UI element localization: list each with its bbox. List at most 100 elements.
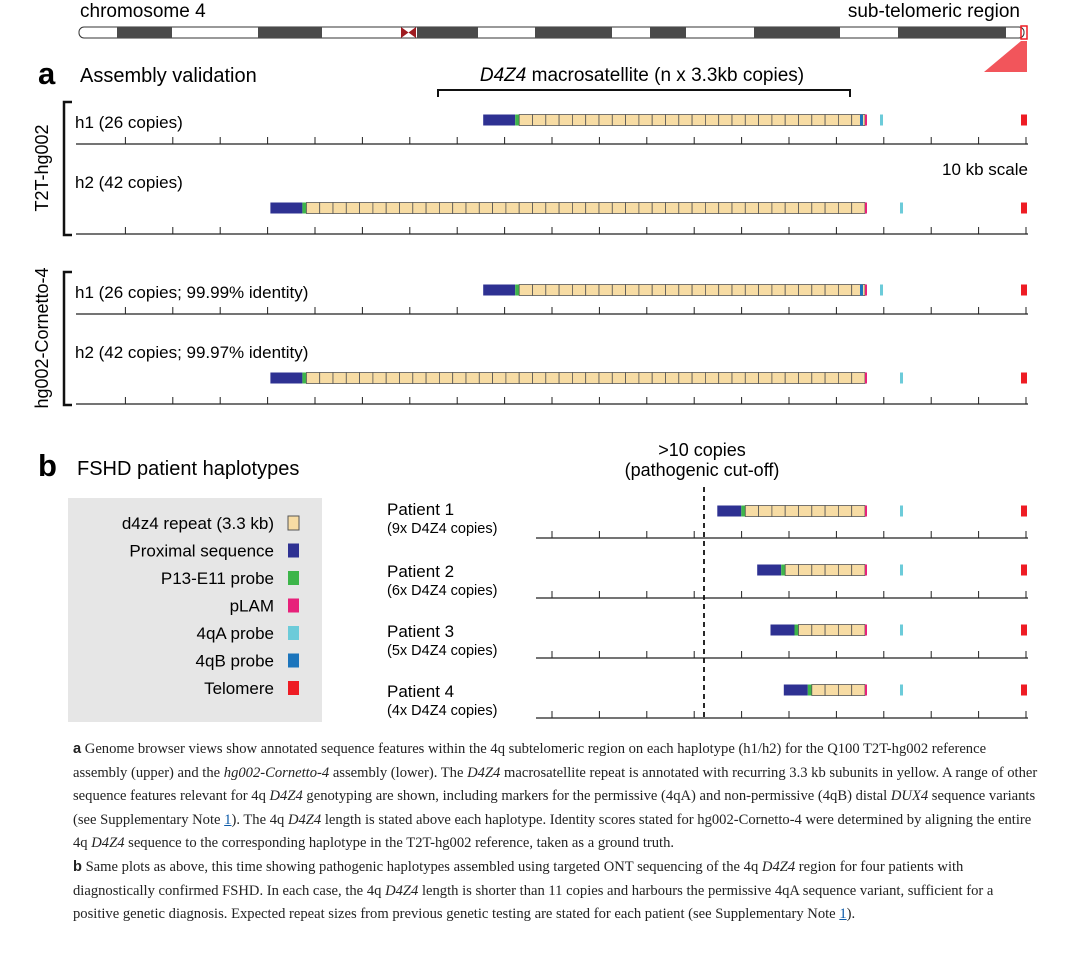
t2t-h1-d4z4-unit (585, 114, 600, 126)
legend-label-repeat: d4z4 repeat (3.3 kb) (122, 514, 274, 533)
t2t-h2-d4z4-unit (452, 202, 467, 214)
cornetto-h2-d4z4-unit (611, 372, 626, 384)
t2t-h1-d4z4-unit (545, 114, 560, 126)
cornetto-h1-d4z4-unit (798, 284, 813, 296)
cornetto-h2-d4z4-unit (691, 372, 706, 384)
cornetto-h2-d4z4-unit (798, 372, 813, 384)
t2t-h1-d4z4-unit (665, 114, 680, 126)
legend-label-proximal: Proximal sequence (129, 542, 274, 561)
cornetto-h1-proximal (483, 284, 516, 296)
t2t-h2-d4z4-unit (838, 202, 853, 214)
caption-b: b Same plots as above, this time showing… (73, 858, 994, 923)
t2t-h1-d4z4-unit (611, 114, 626, 126)
panel-a-letter: a (38, 56, 56, 91)
patient-2-d4z4-unit (851, 564, 866, 576)
patient-1-d4z4-unit (798, 505, 813, 517)
track-label-t2t-h1: h1 (26 copies) (75, 113, 183, 132)
patient-3-d4z4-unit (811, 624, 826, 636)
centromere (401, 27, 416, 38)
supplementary-note-link[interactable]: 1 (224, 811, 232, 828)
cornetto-h1-d4z4-unit (824, 284, 839, 296)
t2t-h2-d4z4-unit (532, 202, 547, 214)
cornetto-h2-d4z4-unit (438, 372, 454, 384)
patient-4-telomere (1021, 684, 1027, 696)
patient-4-p13-probe (807, 684, 812, 696)
legend-label-plam: pLAM (230, 597, 274, 616)
cornetto-h1-d4z4-unit (665, 284, 680, 296)
patient-4-note: (4x D4Z4 copies) (387, 703, 497, 719)
cornetto-h1-d4z4-unit (731, 284, 746, 296)
chromosome-band (535, 27, 612, 38)
legend-box (68, 498, 322, 722)
cornetto-h1-plam (865, 284, 867, 296)
cornetto-h1-p13-probe (515, 284, 520, 296)
patient-2-plam (865, 564, 867, 576)
patient-3-name: Patient 3 (387, 622, 454, 641)
t2t-h1-d4z4-unit (691, 114, 706, 126)
t2t-h2-d4z4-unit (744, 202, 759, 214)
t2t-h1-p13-probe (515, 114, 520, 126)
patient-2-telomere (1021, 564, 1027, 576)
t2t-h2-d4z4-unit (691, 202, 706, 214)
patient-1-d4z4-unit (851, 505, 866, 517)
cornetto-h2-d4z4-unit (385, 372, 400, 384)
cornetto-h2-d4z4-unit (545, 372, 560, 384)
cornetto-h2-d4z4-unit (478, 372, 493, 384)
cornetto-h2-d4z4-unit (505, 372, 520, 384)
patient-1-p13-probe (741, 505, 746, 517)
patient-1-d4z4-unit (744, 505, 759, 517)
cornetto-h1-telomere (1021, 284, 1027, 296)
patient-1-d4z4-unit (824, 505, 839, 517)
patient-2-d4z4-unit (824, 564, 839, 576)
t2t-h1-d4z4-unit (731, 114, 746, 126)
patient-3-d4z4-unit (851, 624, 866, 636)
cornetto-h2-d4z4-unit (824, 372, 839, 384)
t2t-h2-d4z4-unit (399, 202, 414, 214)
t2t-h1-d4z4-unit (651, 114, 666, 126)
cornetto-h2-4qa-probe (900, 372, 903, 384)
t2t-h2-d4z4-unit (705, 202, 720, 214)
panel-b-title: FSHD patient haplotypes (77, 458, 299, 480)
patient-4-d4z4-unit (824, 684, 839, 696)
cornetto-h2-d4z4-unit (838, 372, 853, 384)
patient-2-p13-probe (781, 564, 786, 576)
t2t-h1-d4z4-unit (718, 114, 733, 126)
supplementary-note-link[interactable]: 1 (839, 906, 847, 923)
group-label-t2t: T2T-hg002 (32, 124, 52, 211)
subtelomeric-label: sub-telomeric region (848, 1, 1020, 22)
t2t-h2-d4z4-unit (359, 202, 374, 214)
cornetto-h2-d4z4-unit (359, 372, 374, 384)
figure-caption: a Genome browser views show annotated se… (73, 738, 1038, 927)
subtelomeric-highlight (1020, 25, 1028, 40)
group-label-cornetto: hg002-Cornetto-4 (32, 267, 52, 408)
t2t-h1-d4z4-unit (838, 114, 853, 126)
cornetto-h2-d4z4-unit (345, 372, 360, 384)
cornetto-h1-d4z4-unit (718, 284, 733, 296)
t2t-h2-d4z4-unit (731, 202, 746, 214)
patient-1-d4z4-unit (784, 505, 799, 517)
t2t-h2-d4z4-unit (465, 202, 480, 214)
cornetto-h2-d4z4-unit (598, 372, 613, 384)
t2t-h2-d4z4-unit (385, 202, 400, 214)
cornetto-h2-d4z4-unit (532, 372, 547, 384)
t2t-h2-d4z4-unit (505, 202, 520, 214)
track-label-cornetto-h2: h2 (42 copies; 99.97% identity) (75, 343, 308, 362)
t2t-h2-d4z4-unit (305, 202, 321, 214)
t2t-h2-d4z4-unit (851, 202, 866, 214)
chromosome-band (258, 27, 322, 38)
cornetto-h1-d4z4-unit (585, 284, 600, 296)
cornetto-h2-d4z4-unit (651, 372, 666, 384)
t2t-h2-d4z4-unit (478, 202, 493, 214)
cornetto-h1-d4z4-unit (545, 284, 560, 296)
cornetto-h1-d4z4-unit (598, 284, 613, 296)
cornetto-h2-d4z4-unit (758, 372, 773, 384)
cornetto-h1-d4z4-unit (758, 284, 773, 296)
cornetto-h1-d4z4-unit (771, 284, 786, 296)
t2t-h2-d4z4-unit (425, 202, 440, 214)
cornetto-h1-d4z4-unit (678, 284, 693, 296)
t2t-h1-d4z4-unit (678, 114, 693, 126)
t2t-h1-d4z4-unit (851, 114, 866, 126)
patient-3-d4z4-unit (838, 624, 853, 636)
t2t-h1-4qa-probe (880, 114, 883, 126)
legend-swatch-qb (288, 653, 299, 668)
